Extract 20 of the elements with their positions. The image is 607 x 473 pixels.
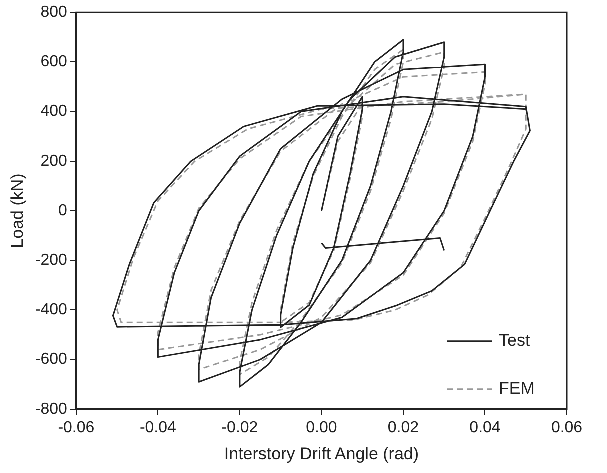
- x-tick-label: 0.06: [551, 419, 583, 436]
- y-tick-label: -800: [35, 400, 68, 418]
- x-tick-label: 0.04: [470, 419, 501, 436]
- x-axis-title: Interstory Drift Angle (rad): [224, 444, 420, 464]
- x-tick-label: -0.04: [140, 419, 177, 436]
- x-tick-label: 0.00: [306, 419, 338, 436]
- y-tick-label: 200: [40, 152, 68, 170]
- x-tick-label: -0.02: [222, 419, 258, 436]
- y-axis-title: Load (kN): [8, 174, 27, 248]
- legend-label: FEM: [499, 379, 535, 398]
- y-tick-label: 600: [40, 54, 68, 71]
- y-tick-label: -200: [35, 252, 68, 270]
- y-tick-label: 0: [58, 202, 68, 220]
- x-tick-label: 0.02: [388, 419, 420, 436]
- y-tick-label: -600: [35, 351, 68, 368]
- y-tick-label: 400: [40, 103, 68, 120]
- x-tick-label: -0.06: [58, 419, 95, 436]
- legend-label: Test: [499, 331, 530, 350]
- y-tick-label: -400: [35, 302, 68, 319]
- y-tick-label: 800: [40, 4, 68, 22]
